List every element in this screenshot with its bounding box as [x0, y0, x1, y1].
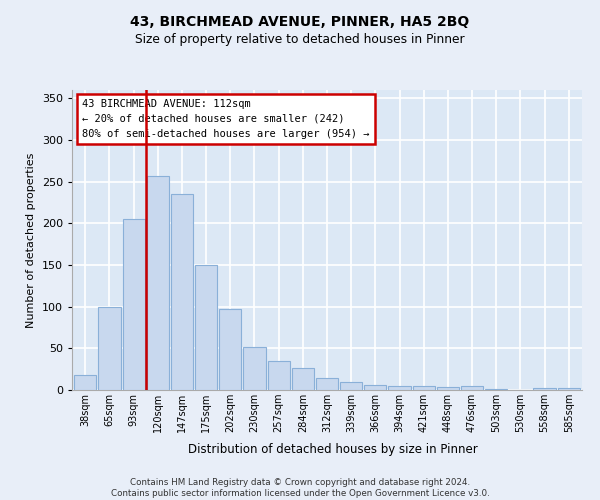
Bar	[485, 389, 508, 390]
Bar	[340, 382, 362, 390]
Bar	[74, 375, 97, 390]
Bar	[316, 378, 338, 390]
Bar	[437, 386, 459, 390]
Bar	[146, 176, 169, 390]
Bar	[122, 219, 145, 390]
Bar	[244, 346, 266, 390]
Bar	[533, 388, 556, 390]
Text: Contains HM Land Registry data © Crown copyright and database right 2024.
Contai: Contains HM Land Registry data © Crown c…	[110, 478, 490, 498]
Bar	[292, 368, 314, 390]
Bar	[364, 385, 386, 390]
Bar	[219, 309, 241, 390]
Bar	[171, 194, 193, 390]
Bar	[195, 265, 217, 390]
Bar	[461, 386, 483, 390]
Bar	[268, 361, 290, 390]
Bar	[557, 388, 580, 390]
Text: Size of property relative to detached houses in Pinner: Size of property relative to detached ho…	[135, 32, 465, 46]
Bar	[98, 306, 121, 390]
Y-axis label: Number of detached properties: Number of detached properties	[26, 152, 36, 328]
Text: Distribution of detached houses by size in Pinner: Distribution of detached houses by size …	[188, 442, 478, 456]
Text: 43 BIRCHMEAD AVENUE: 112sqm
← 20% of detached houses are smaller (242)
80% of se: 43 BIRCHMEAD AVENUE: 112sqm ← 20% of det…	[82, 99, 370, 138]
Bar	[388, 386, 410, 390]
Bar	[413, 386, 435, 390]
Text: 43, BIRCHMEAD AVENUE, PINNER, HA5 2BQ: 43, BIRCHMEAD AVENUE, PINNER, HA5 2BQ	[130, 15, 470, 29]
